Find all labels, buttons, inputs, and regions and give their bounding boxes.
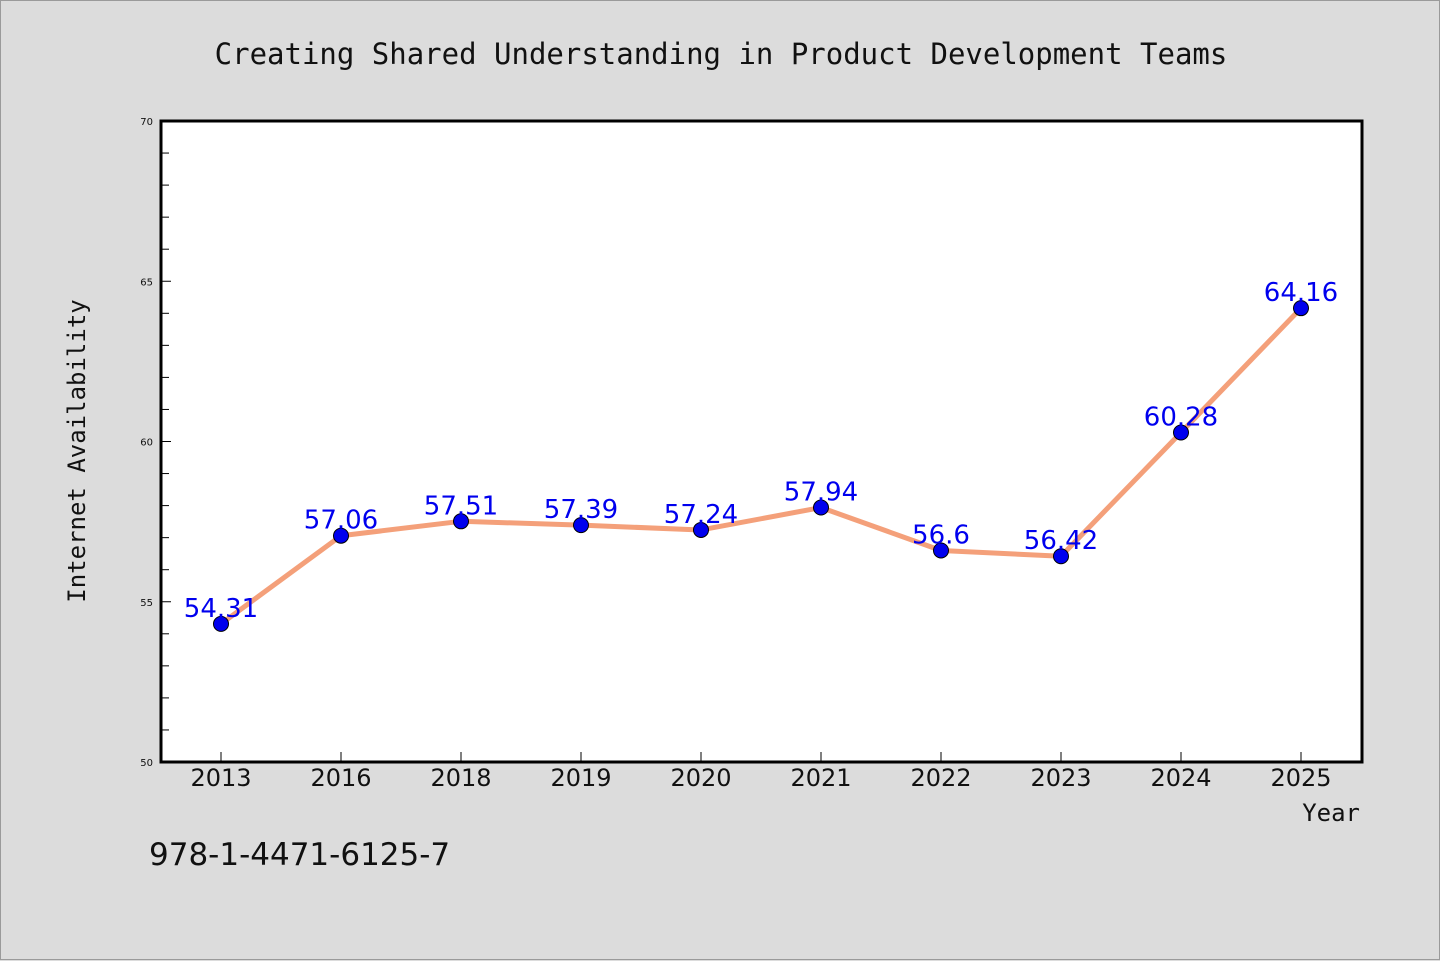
data-point — [333, 527, 349, 544]
data-point — [1293, 300, 1309, 317]
data-point — [213, 615, 229, 632]
x-tick-label: 2023 — [1030, 764, 1091, 792]
x-tick-label: 2024 — [1150, 764, 1211, 792]
y-tick-label: 55 — [140, 598, 153, 609]
y-tick-label: 60 — [140, 438, 153, 449]
series-layer — [213, 300, 1309, 632]
data-point — [573, 517, 589, 534]
x-tick-label: 2013 — [190, 764, 251, 792]
x-tick-label: 2019 — [550, 764, 611, 792]
data-label: 57.06 — [304, 506, 378, 536]
x-tick-label: 2020 — [670, 764, 731, 792]
x-tick-label: 2018 — [430, 764, 491, 792]
data-label: 56.6 — [912, 520, 970, 550]
data-point — [693, 521, 709, 538]
chart-title: Creating Shared Understanding in Product… — [215, 37, 1228, 71]
x-axis-label: Year — [1302, 799, 1360, 827]
x-tick-label: 2022 — [910, 764, 971, 792]
x-axis-ticks: 2013 2016 2018 2019 2020 2021 2022 2023 2024 2025 — [190, 752, 1332, 792]
data-point — [1053, 548, 1069, 565]
series-line — [218, 305, 1304, 627]
data-point — [453, 513, 469, 530]
x-tick-label: 2021 — [790, 764, 851, 792]
y-axis-ticks: 50 55 60 65 70 — [140, 117, 171, 769]
x-tick-label: 2025 — [1270, 764, 1331, 792]
data-point — [933, 542, 949, 559]
data-labels-layer: 54.31 57.06 57.51 57.39 57.24 57.94 56.6 56.42 6… — [184, 278, 1338, 624]
data-label: 56.42 — [1024, 526, 1098, 556]
data-label: 64.16 — [1264, 278, 1338, 308]
data-label: 57.51 — [424, 491, 498, 521]
y-tick-label: 50 — [140, 758, 153, 769]
y-axis-label: Internet Availability — [63, 299, 91, 602]
plot-area — [159, 119, 1364, 764]
isbn-text: 978-1-4471-6125-7 — [149, 837, 450, 873]
x-tick-label: 2016 — [310, 764, 371, 792]
data-label: 54.31 — [184, 594, 258, 624]
data-label: 57.24 — [664, 500, 738, 530]
y-tick-label: 65 — [140, 277, 153, 288]
data-point — [813, 499, 829, 516]
data-label: 57.94 — [784, 478, 858, 508]
y-tick-label: 70 — [140, 117, 153, 128]
data-label: 60.28 — [1144, 403, 1218, 433]
data-point — [1173, 424, 1189, 441]
data-label: 57.39 — [544, 495, 618, 525]
